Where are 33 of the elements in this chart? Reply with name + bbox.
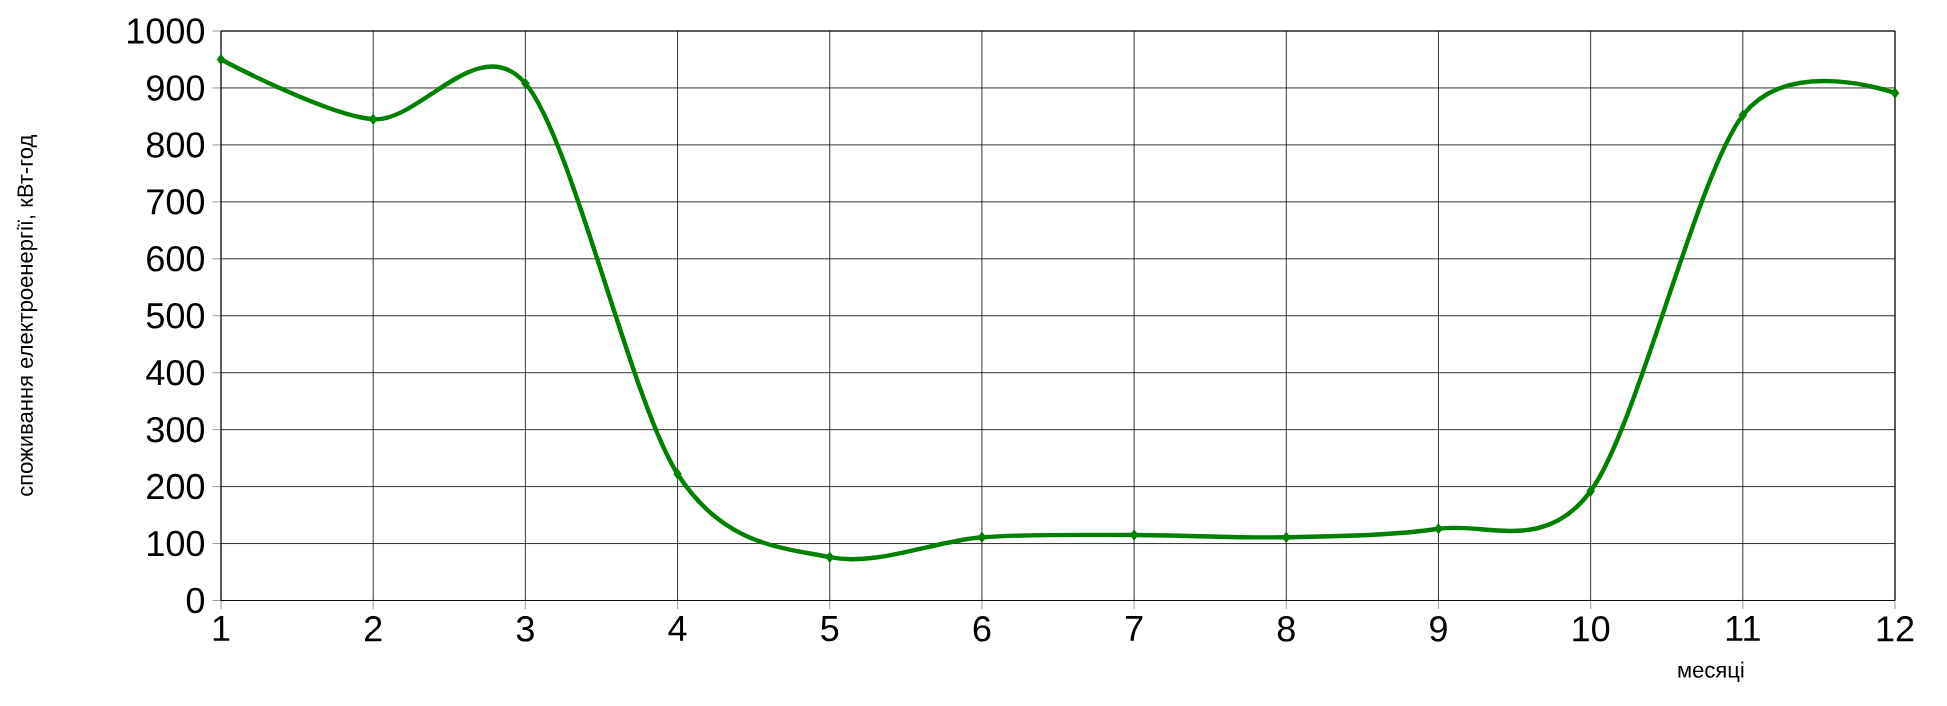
point (825, 551, 834, 563)
y-tick-label: 800 (146, 132, 205, 158)
point (1434, 523, 1443, 535)
x-tick-label: 6 (973, 616, 991, 642)
y-axis-title: споживання електроенергії, кВт-год (16, 135, 38, 496)
point (216, 53, 226, 65)
point (673, 468, 682, 480)
y-tick-label: 200 (147, 473, 205, 500)
point (1890, 87, 1900, 99)
y-tick-label: 600 (147, 246, 205, 272)
point (1586, 485, 1595, 497)
y-tick-label: 0 (186, 587, 205, 614)
point (1738, 109, 1748, 121)
x-tick-label: 11 (1726, 616, 1760, 641)
x-tick-label: 2 (365, 616, 382, 642)
x-tick-label: 9 (1430, 616, 1447, 642)
y-tick-label: 100 (148, 530, 205, 557)
x-tick-label: 10 (1573, 616, 1610, 642)
x-tick-label: 8 (1277, 616, 1295, 642)
y-tick-label: 400 (146, 359, 205, 386)
y-tick-label: 500 (146, 302, 205, 329)
x-tick-label: 7 (1125, 616, 1143, 641)
x-tick-label: 1 (213, 616, 230, 641)
point (521, 77, 530, 89)
x-tick-label: 4 (668, 616, 687, 641)
y-tick-label: 1000 (128, 18, 205, 44)
y-tick-label: 300 (146, 416, 205, 443)
y-tick-label: 900 (147, 75, 205, 101)
x-tick-label: 12 (1877, 616, 1914, 642)
y-tick-label: 700 (147, 189, 205, 215)
x-tick-label: 3 (516, 616, 534, 642)
x-axis-title: месяці (1678, 661, 1744, 682)
x-tick-label: 5 (821, 616, 839, 642)
